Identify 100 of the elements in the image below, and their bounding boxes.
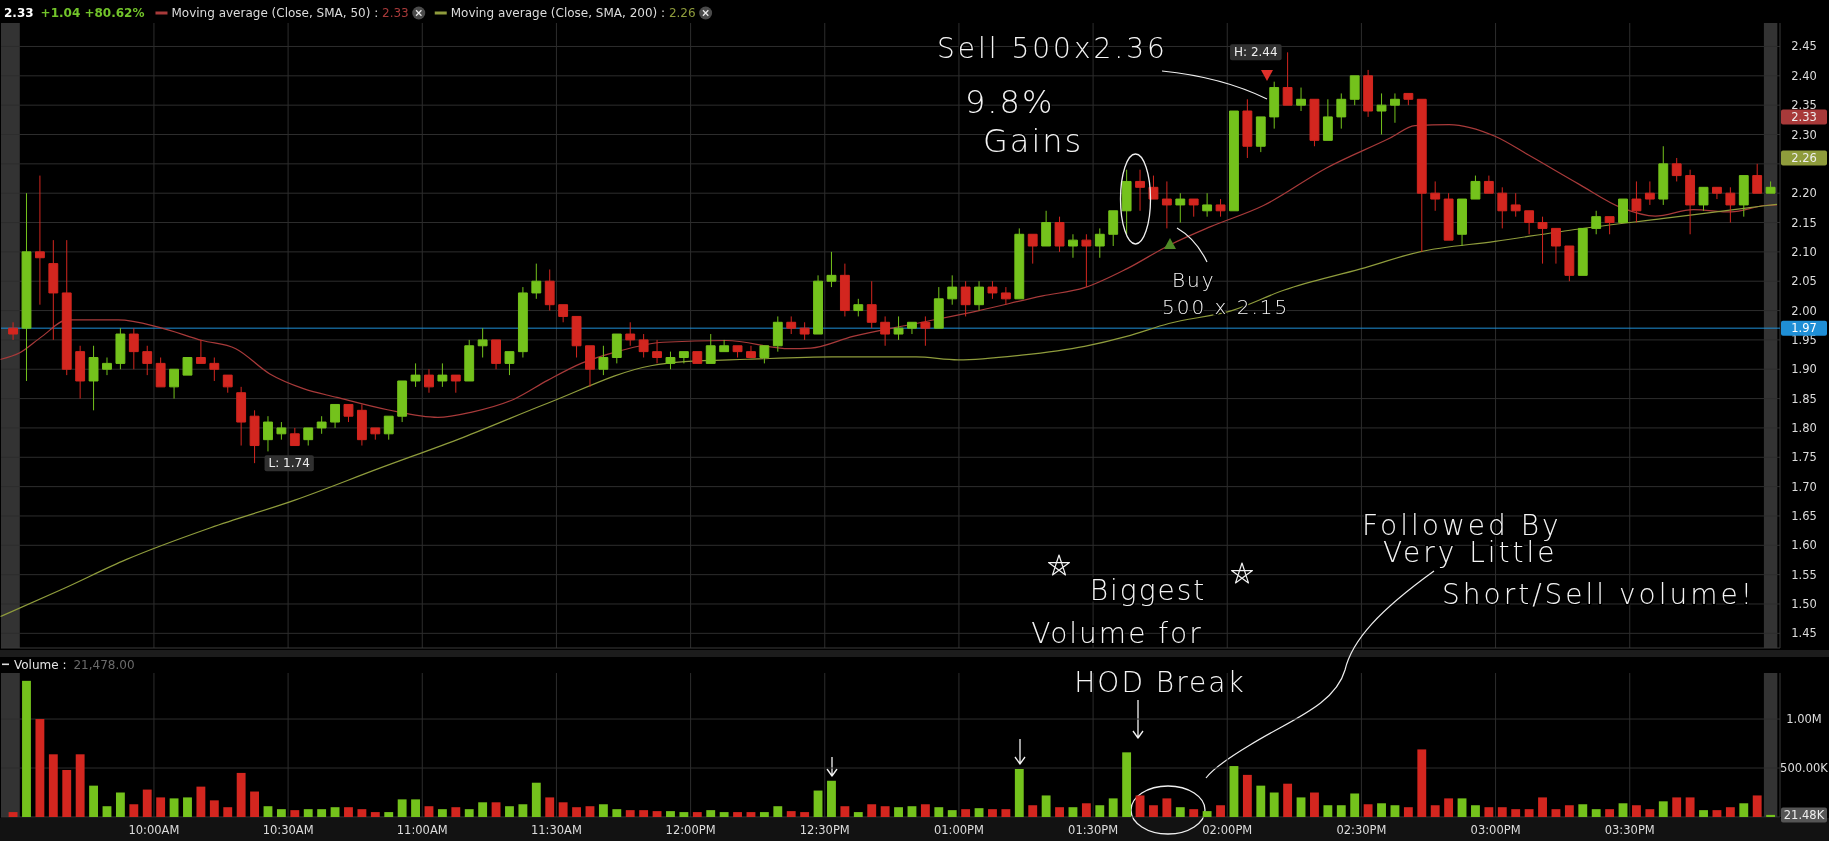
candlestick (1497, 186, 1508, 229)
line-series (0, 203, 1778, 617)
candlestick (732, 345, 743, 359)
candlestick (410, 362, 421, 388)
y-tick-label: 2.15 (1791, 215, 1817, 230)
annotation: Followed By Very Little Short/Sell volume! (1362, 509, 1755, 611)
bar (1028, 805, 1038, 817)
bar (8, 812, 18, 817)
bar (276, 809, 286, 817)
chart-title: 2.33 (4, 6, 34, 20)
candlestick (1161, 180, 1172, 229)
bar (1766, 814, 1776, 817)
candlestick (155, 357, 166, 388)
bar (961, 809, 971, 817)
candlestick (960, 280, 971, 317)
y-tick-label: 2.20 (1791, 186, 1817, 201)
candlestick (544, 268, 555, 312)
candlestick (1631, 180, 1642, 224)
bar (384, 812, 394, 817)
candlestick (1457, 198, 1467, 247)
bar (344, 807, 353, 817)
bar (1752, 795, 1762, 817)
x-tick-label: 12:00PM (665, 823, 716, 837)
candlestick (692, 351, 703, 364)
candlestick (1094, 227, 1105, 259)
bar (1403, 807, 1413, 817)
bar (800, 812, 810, 817)
bar (853, 812, 863, 817)
candlestick (1470, 175, 1481, 200)
candlestick (839, 263, 850, 317)
bar (1430, 805, 1440, 817)
bar (1457, 798, 1467, 817)
bar (625, 810, 635, 817)
bar (934, 807, 944, 817)
candlestick (933, 286, 944, 329)
candlestick (1644, 180, 1655, 206)
bar (1377, 803, 1386, 817)
candlestick (1121, 169, 1132, 235)
bar (1591, 809, 1601, 817)
chart-title: Volume : (14, 658, 67, 672)
candlestick (1255, 116, 1266, 153)
bar (598, 804, 608, 817)
bar (1055, 807, 1064, 817)
bar (1578, 804, 1588, 817)
candlestick (1685, 169, 1696, 235)
y-tick-label: 1.65 (1791, 508, 1817, 523)
bar (437, 809, 447, 817)
bar (75, 754, 85, 817)
bar (719, 812, 729, 817)
candlestick (705, 333, 716, 364)
bar (1229, 766, 1239, 817)
y-tick-label: 1.45 (1791, 626, 1817, 641)
candlestick (1202, 192, 1213, 218)
y-tick-label: 1.55 (1791, 567, 1817, 582)
candlestick (1229, 110, 1239, 212)
candlestick (1671, 157, 1682, 182)
bar (531, 782, 541, 817)
candlestick (1215, 198, 1226, 218)
candlestick (1081, 233, 1092, 288)
bar (759, 812, 769, 817)
legend-label: Moving average (Close, SMA, 200) : 2.26 (450, 6, 696, 20)
bar (518, 804, 528, 817)
bar (974, 808, 984, 817)
candlestick (799, 321, 810, 341)
candlestick (491, 339, 501, 370)
bar (156, 797, 166, 817)
candlestick (719, 339, 730, 353)
x-tick-label: 01:00PM (933, 823, 984, 837)
bar (840, 806, 850, 817)
bar (947, 810, 957, 817)
bar (62, 769, 72, 817)
candlestick (464, 339, 475, 382)
bar (679, 812, 689, 817)
candlestick (249, 409, 260, 464)
bar (290, 810, 300, 817)
annotation: Sell 500x2.36 (937, 32, 1168, 65)
bar (129, 804, 139, 817)
candlestick (1363, 69, 1374, 118)
bar (1135, 795, 1145, 817)
bar (1175, 807, 1185, 817)
bar (209, 800, 219, 817)
candlestick (1564, 245, 1575, 282)
bar (1068, 807, 1078, 817)
bar (1645, 809, 1655, 817)
y-tick-label: 2.45 (1791, 39, 1817, 54)
candlestick (813, 274, 823, 335)
candlestick (1403, 92, 1414, 106)
candlestick (1712, 186, 1722, 200)
bar (1632, 805, 1641, 817)
candlestick (303, 427, 314, 447)
candlestick (209, 357, 220, 382)
candlestick (517, 286, 528, 359)
bar (773, 806, 783, 817)
bar (1256, 785, 1266, 817)
text: 21.48K (1783, 808, 1825, 822)
bar (1149, 805, 1158, 817)
x-tick-label: 03:30PM (1604, 823, 1655, 837)
bar (867, 804, 877, 817)
chart-subtitle: +1.04 +80.62% (40, 6, 145, 20)
bar (1001, 809, 1011, 817)
